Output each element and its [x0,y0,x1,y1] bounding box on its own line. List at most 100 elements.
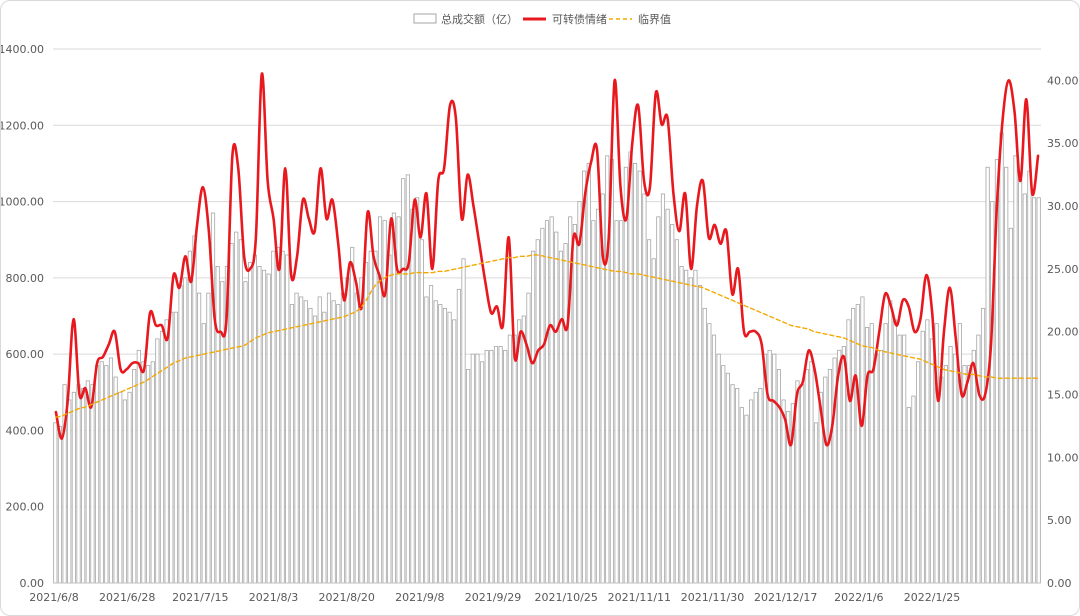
bar [183,277,188,584]
bar [925,319,930,584]
bar [549,216,554,584]
bar [354,292,359,584]
bar [716,353,721,584]
bar [753,391,758,584]
bar [851,307,856,584]
y-right-tick-label: 0.00 [1047,577,1072,590]
bar [971,349,976,584]
bar [943,365,948,584]
bar [470,353,475,584]
bar [544,220,550,584]
bar [665,208,670,584]
bar [892,319,897,584]
bar [76,384,81,584]
y-right-tick-label: 15.00 [1047,389,1079,402]
bar [113,376,118,584]
bar [141,361,146,584]
bar [651,258,656,584]
bar [721,365,726,584]
bar [660,193,666,584]
bar [948,346,953,584]
bar [744,414,749,584]
bar [475,353,480,584]
bar [735,388,740,584]
y-left-tick-label: 200.00 [6,501,45,514]
bar [920,330,925,584]
x-tick-label: 2022/1/6 [834,591,883,604]
bar [517,319,522,584]
bar [526,292,531,584]
bar [776,368,781,584]
bar [540,227,545,584]
bar [637,170,642,584]
bar [192,235,197,584]
bar [405,174,410,584]
bar [772,353,777,584]
bar [57,426,63,584]
bar [90,384,95,584]
bar [345,277,350,584]
threshold-line [55,254,1039,418]
y-left-tick-label: 600.00 [6,348,45,361]
bar [586,163,591,584]
bar [326,292,332,584]
bar [572,224,577,584]
y-left-tick-label: 1200.00 [1,119,44,132]
bar [813,422,819,584]
bar [410,208,415,584]
bar [860,296,865,584]
y-right-tick-label: 20.00 [1047,326,1079,339]
bar [670,224,675,584]
bar [187,250,192,584]
bar [1036,197,1041,584]
bar [257,266,262,584]
bar [888,300,893,584]
line-series [54,72,1040,447]
bar [976,334,981,584]
bar [878,349,884,584]
bar [155,338,160,584]
bar [289,304,294,584]
bar [823,376,828,584]
bar [442,307,448,584]
bar [303,300,308,584]
y-left-tick-label: 1000.00 [1,196,44,209]
bar [558,250,563,584]
bar [466,368,471,584]
bar [447,311,452,584]
bar [962,365,967,584]
bar [280,250,285,584]
legend-label-turnover: 总成交额（亿） [441,12,518,26]
bar [122,399,127,584]
bar [71,391,76,584]
bar [582,170,587,584]
bar [308,307,313,584]
bar [266,273,271,584]
y-left-tick-label: 400.00 [6,424,45,437]
bar [725,372,730,584]
bar [781,399,786,584]
bar [531,250,536,584]
bar-series [53,132,1041,584]
bar [679,266,684,584]
x-tick-label: 2021/9/29 [465,591,521,604]
bar [980,307,986,584]
bar [391,212,396,584]
bar [415,197,420,584]
bar [132,368,137,584]
bar [498,346,503,584]
bar [512,334,517,584]
bar [294,292,299,584]
bar [739,407,744,584]
bar [271,250,276,584]
bar [234,231,239,584]
bar [656,216,661,584]
y-left-tick-label: 1400.00 [1,43,44,56]
bar [595,208,601,584]
x-tick-label: 2021/12/17 [754,591,817,604]
bar [150,361,155,584]
bar [702,307,707,584]
bar [1022,193,1027,584]
y-right-tick-label: 25.00 [1047,263,1079,276]
x-tick-label: 2021/7/15 [172,591,228,604]
